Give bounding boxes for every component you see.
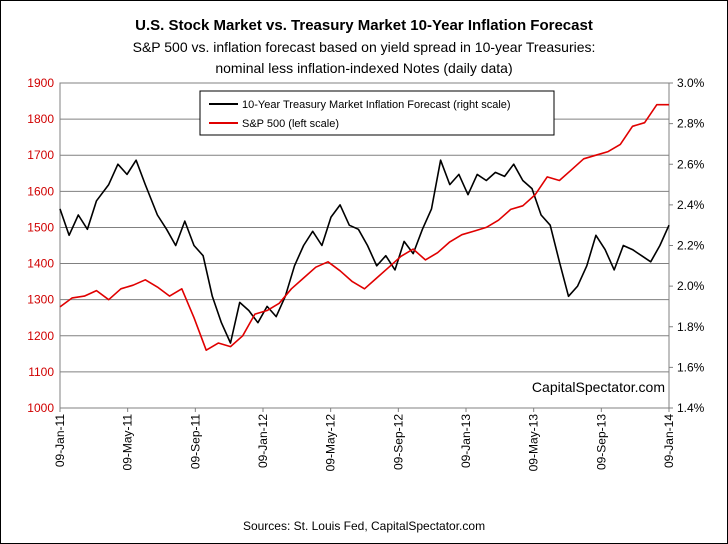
left-tick-label: 1600 [27, 184, 54, 198]
legend: 10-Year Treasury Market Inflation Foreca… [199, 90, 555, 136]
x-axis: 09-Jan-11 09-May-11 09-Sep-11 09-Jan-12 09-M… [53, 408, 676, 471]
right-tick-label: 2.8% [677, 117, 705, 131]
left-tick-label: 1700 [27, 148, 54, 162]
legend-box [199, 90, 555, 136]
x-tick-label: 09-Jan-12 [256, 414, 270, 468]
series-line-inflation-forecast [59, 159, 670, 344]
left-tick-label: 1500 [27, 220, 54, 234]
right-tick-label: 3.0% [677, 76, 705, 90]
left-tick-label: 1800 [27, 112, 54, 126]
right-tick-label: 2.0% [677, 279, 705, 293]
x-tick-label: 09-Sep-11 [188, 414, 202, 469]
right-tick-label: 1.8% [677, 320, 705, 334]
left-tick-label: 1300 [27, 293, 54, 307]
series-layer [59, 103, 670, 352]
x-tick-label: 09-Jan-11 [53, 414, 67, 467]
right-tick-label: 1.4% [677, 401, 705, 415]
x-tick-label: 09-Sep-13 [594, 414, 608, 470]
x-tick-label: 09-Sep-12 [391, 414, 405, 470]
legend-label-inflation: 10-Year Treasury Market Inflation Foreca… [242, 99, 511, 111]
chart-subtitle-line-2: nominal less inflation-indexed Notes (da… [215, 60, 512, 76]
right-tick-label: 2.6% [677, 157, 705, 171]
left-axis: 1000 1100 1200 1300 1400 1500 1600 1700 1800 1900 [27, 76, 54, 415]
legend-label-sp500: S&P 500 (left scale) [242, 118, 339, 130]
right-tick-label: 1.6% [677, 360, 705, 374]
left-tick-label: 1900 [27, 76, 54, 90]
left-tick-label: 1100 [28, 365, 54, 379]
left-tick-label: 1200 [27, 329, 54, 343]
x-tick-label: 09-Jan-14 [662, 414, 676, 468]
series-line-sp500 [59, 103, 669, 352]
right-tick-label: 2.4% [677, 198, 705, 212]
chart-title: U.S. Stock Market vs. Treasury Market 10… [135, 17, 593, 34]
right-axis: 1.4% 1.6% 1.8% 2.0% 2.2% 2.4% 2.6% 2.8% 3.0% [669, 76, 705, 415]
chart-subtitle-line-1: S&P 500 vs. inflation forecast based on … [133, 39, 596, 55]
x-tick-label: 09-May-12 [324, 414, 338, 472]
x-tick-label: 09-May-11 [121, 414, 135, 471]
grid [60, 118, 669, 373]
x-tick-label: 09-May-13 [527, 414, 541, 472]
left-tick-label: 1000 [27, 401, 54, 415]
right-tick-label: 2.2% [677, 239, 705, 253]
watermark: CapitalSpectator.com [532, 379, 665, 395]
left-tick-label: 1400 [27, 257, 54, 271]
source-note: Sources: St. Louis Fed, CapitalSpectator… [243, 519, 485, 533]
x-tick-label: 09-Jan-13 [459, 414, 473, 468]
